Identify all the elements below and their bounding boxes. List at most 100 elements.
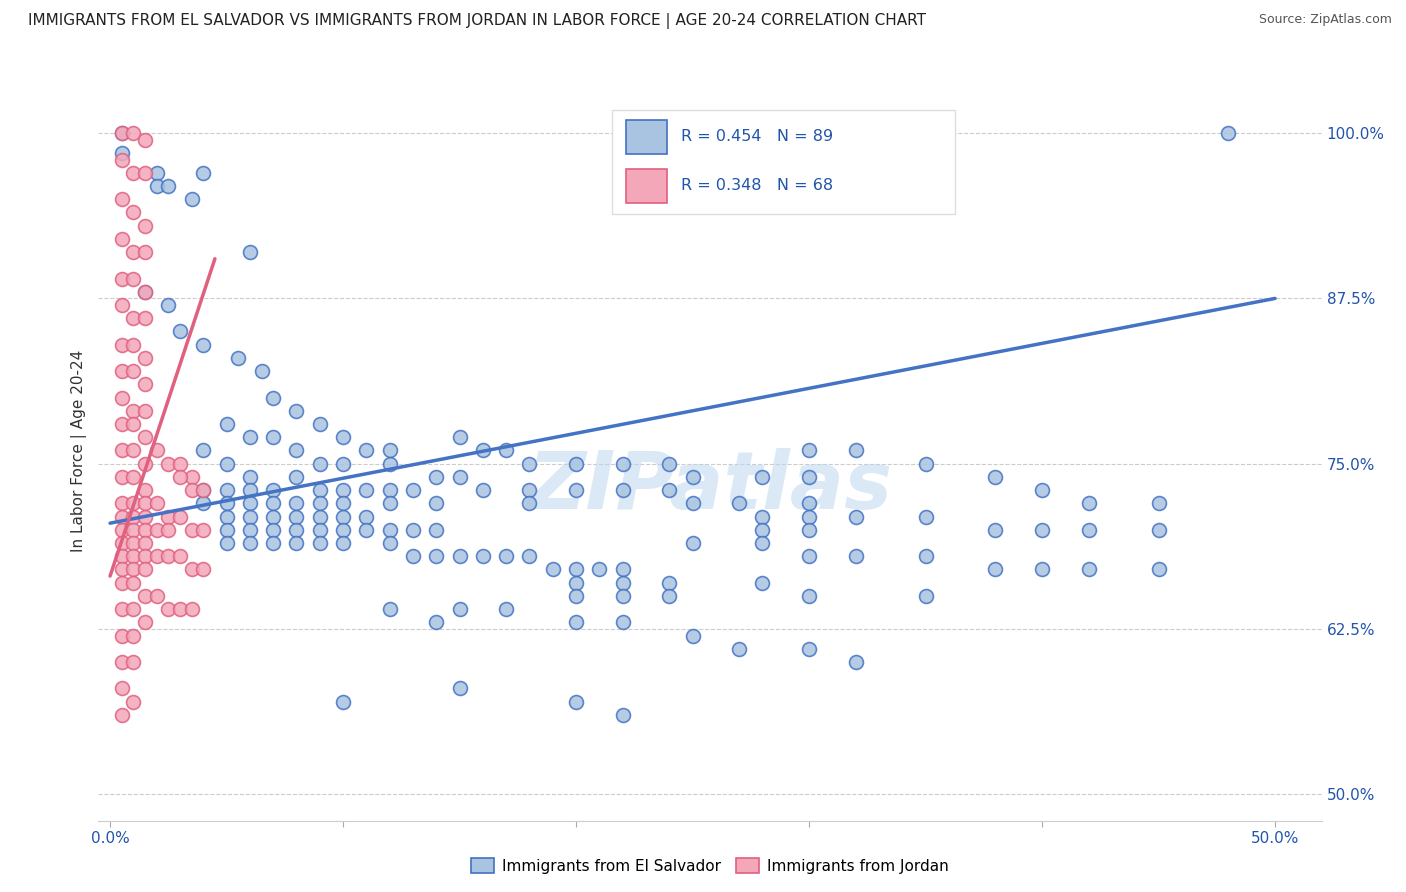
- Point: [308, 496, 330, 510]
- Point: [797, 549, 820, 564]
- Point: [111, 681, 134, 696]
- Point: [157, 523, 180, 537]
- Point: [111, 629, 134, 643]
- Point: [565, 483, 588, 497]
- Point: [332, 430, 354, 444]
- Text: R = 0.348   N = 68: R = 0.348 N = 68: [681, 178, 832, 193]
- Point: [1031, 523, 1053, 537]
- Point: [169, 457, 191, 471]
- Point: [471, 483, 494, 497]
- Point: [797, 523, 820, 537]
- Point: [111, 192, 134, 206]
- Point: [193, 166, 215, 180]
- Text: ZIPatlas: ZIPatlas: [527, 449, 893, 526]
- Point: [914, 549, 936, 564]
- Point: [122, 337, 145, 351]
- Point: [1218, 126, 1240, 140]
- Point: [308, 523, 330, 537]
- Point: [1147, 496, 1170, 510]
- Point: [332, 483, 354, 497]
- Point: [308, 417, 330, 431]
- Point: [797, 443, 820, 458]
- Text: R = 0.454   N = 89: R = 0.454 N = 89: [681, 129, 832, 145]
- Point: [565, 589, 588, 603]
- Point: [425, 615, 447, 630]
- Point: [111, 271, 134, 285]
- Point: [262, 536, 284, 550]
- Point: [180, 523, 202, 537]
- Point: [914, 509, 936, 524]
- Point: [169, 470, 191, 484]
- Point: [111, 549, 134, 564]
- Point: [612, 589, 634, 603]
- Point: [193, 483, 215, 497]
- Point: [134, 285, 156, 299]
- Point: [134, 523, 156, 537]
- Point: [111, 575, 134, 590]
- Point: [262, 509, 284, 524]
- Point: [122, 536, 145, 550]
- Point: [215, 496, 238, 510]
- Point: [111, 470, 134, 484]
- Point: [157, 179, 180, 194]
- Point: [122, 562, 145, 576]
- Point: [111, 655, 134, 669]
- Point: [449, 681, 471, 696]
- Point: [134, 133, 156, 147]
- Point: [519, 496, 541, 510]
- Point: [134, 430, 156, 444]
- Point: [134, 377, 156, 392]
- Point: [425, 470, 447, 484]
- Point: [262, 523, 284, 537]
- Point: [134, 483, 156, 497]
- Point: [122, 245, 145, 260]
- Point: [332, 496, 354, 510]
- Point: [332, 509, 354, 524]
- Point: [378, 457, 401, 471]
- Text: IMMIGRANTS FROM EL SALVADOR VS IMMIGRANTS FROM JORDAN IN LABOR FORCE | AGE 20-24: IMMIGRANTS FROM EL SALVADOR VS IMMIGRANT…: [28, 13, 927, 29]
- Point: [1077, 496, 1099, 510]
- FancyBboxPatch shape: [612, 110, 955, 213]
- Point: [845, 549, 868, 564]
- Point: [134, 496, 156, 510]
- Point: [471, 443, 494, 458]
- Point: [471, 549, 494, 564]
- Point: [134, 351, 156, 365]
- Point: [262, 483, 284, 497]
- Point: [122, 509, 145, 524]
- Point: [751, 470, 773, 484]
- Point: [914, 589, 936, 603]
- Point: [1147, 523, 1170, 537]
- Point: [402, 483, 425, 497]
- Point: [193, 337, 215, 351]
- Point: [728, 496, 751, 510]
- Point: [193, 496, 215, 510]
- Point: [262, 496, 284, 510]
- Point: [111, 126, 134, 140]
- Point: [145, 496, 167, 510]
- Point: [111, 153, 134, 167]
- Point: [914, 457, 936, 471]
- Point: [285, 523, 308, 537]
- Point: [215, 536, 238, 550]
- Point: [495, 602, 517, 616]
- Point: [449, 430, 471, 444]
- Point: [239, 536, 262, 550]
- Point: [658, 575, 681, 590]
- Point: [588, 562, 610, 576]
- Point: [122, 271, 145, 285]
- Point: [308, 483, 330, 497]
- Point: [169, 549, 191, 564]
- Point: [145, 523, 167, 537]
- Point: [134, 589, 156, 603]
- Point: [134, 549, 156, 564]
- Point: [378, 536, 401, 550]
- Point: [157, 457, 180, 471]
- Point: [1031, 483, 1053, 497]
- Point: [285, 404, 308, 418]
- Point: [1031, 562, 1053, 576]
- Point: [111, 443, 134, 458]
- Point: [797, 589, 820, 603]
- Point: [122, 695, 145, 709]
- Point: [122, 523, 145, 537]
